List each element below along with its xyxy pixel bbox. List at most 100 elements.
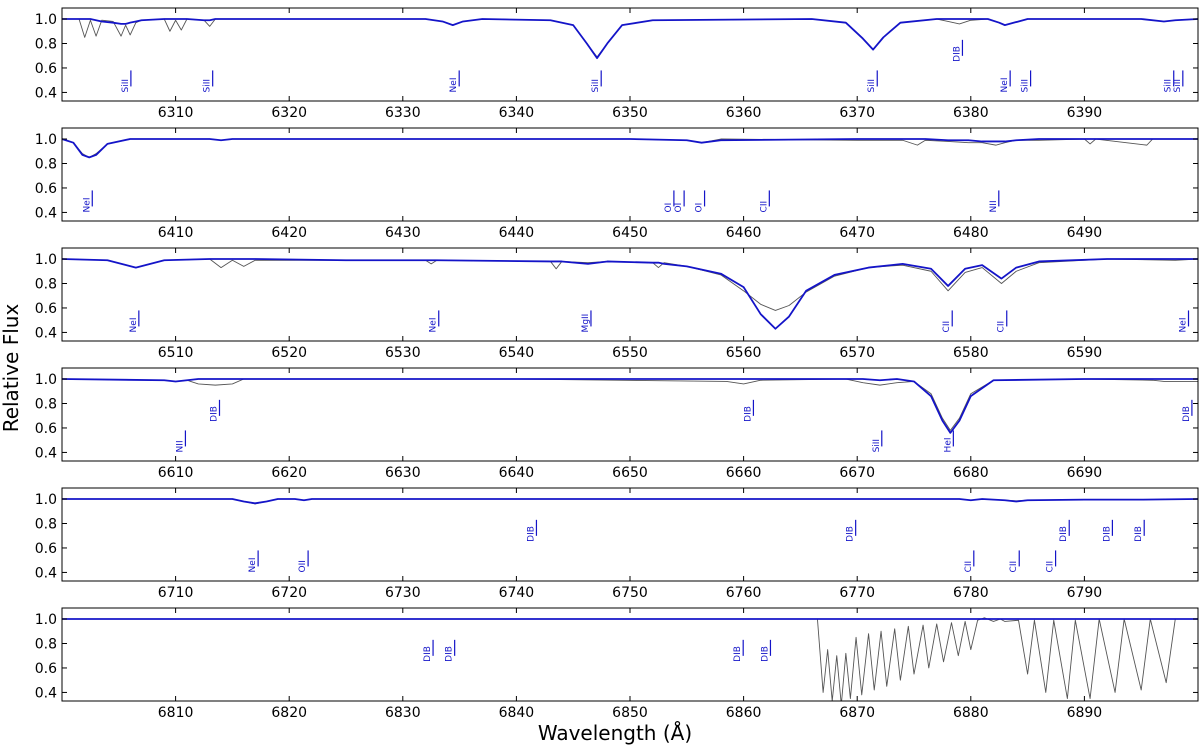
annotation: DIB [526,526,536,542]
plot-area [62,258,1198,330]
panel: 0.4 0.6 0.8 1.0 6810 6820 6830 6840 6850 6860 6870… [35,607,1199,721]
x-tick-label: 6580 [953,345,989,361]
x-tick-label: 6840 [499,705,535,721]
y-tick-label: 0.4 [35,565,57,581]
panel-frame [61,487,1199,582]
x-tick-label: 6420 [271,225,307,241]
x-tick-label: 6510 [158,345,194,361]
annotation: NeI [1000,77,1010,92]
x-tick-label: 6640 [499,465,535,481]
annotation: CII [759,201,769,213]
x-tick-label: 6610 [158,465,194,481]
x-tick-label: 6750 [612,585,648,601]
x-tick-label: 6810 [158,705,194,721]
y-tick-label: 1.0 [35,612,57,628]
y-tick-label: 0.8 [35,276,57,292]
x-tick-label: 6480 [953,225,989,241]
annotation: OI [695,203,705,213]
y-tick-label: 0.4 [35,685,57,701]
x-tick-label: 6530 [385,345,421,361]
x-tick-label: 6370 [839,105,875,121]
x-tick-label: 6710 [158,585,194,601]
y-tick-label: 1.0 [35,252,57,268]
panel-frame [61,367,1199,462]
plot-area [62,378,1198,434]
y-tick-label: 1.0 [35,372,57,388]
annotation: HeI [943,437,953,452]
x-tick-label: 6790 [1067,585,1103,601]
x-tick-label: 6770 [839,585,875,601]
panel: 0.4 0.6 0.8 1.0 6510 6520 6530 6540 6550 6560 6570… [35,247,1199,361]
x-tick-label: 6460 [726,225,762,241]
annotation: SiII [203,79,213,93]
x-tick-label: 6360 [726,105,762,121]
annotation: SiII [867,79,877,93]
annotation: SiII [1021,79,1031,93]
x-tick-label: 6430 [385,225,421,241]
annotation: DIB [1182,406,1192,422]
x-tick-label: 6760 [726,585,762,601]
x-tick-label: 6550 [612,345,648,361]
x-tick-label: 6350 [612,105,648,121]
plot-area [62,617,1198,701]
x-tick-label: 6680 [953,465,989,481]
x-tick-label: 6820 [271,705,307,721]
x-tick-label: 6630 [385,465,421,481]
x-tick-label: 6390 [1067,105,1103,121]
x-tick-label: 6730 [385,585,421,601]
annotation: NeI [248,557,258,572]
x-tick-label: 6450 [612,225,648,241]
x-tick-label: 6780 [953,585,989,601]
y-axis-label: Relative Flux [0,304,23,433]
x-tick-label: 6690 [1067,465,1103,481]
y-tick-label: 0.4 [35,445,57,461]
x-tick-label: 6570 [839,345,875,361]
annotation: NII [175,440,185,452]
panel: 0.4 0.6 0.8 1.0 6310 6320 6330 6340 6350 6360 6370… [35,7,1199,121]
x-tick-label: 6670 [839,465,875,481]
x-tick-label: 6440 [499,225,535,241]
annotation: SiII [591,79,601,93]
annotation: CII [997,321,1007,333]
x-tick-label: 6410 [158,225,194,241]
y-tick-label: 0.6 [35,301,57,317]
annotation: DIB [423,646,433,662]
x-tick-label: 6870 [839,705,875,721]
annotation: NeI [449,77,459,92]
annotation: SiII [1173,79,1183,93]
panel: 0.4 0.6 0.8 1.0 6710 6720 6730 6740 6750 6760 6770… [35,487,1199,601]
x-tick-label: 6650 [612,465,648,481]
annotation: DIB [209,406,219,422]
annotation: DIB [846,526,856,542]
annotation: CII [942,321,952,333]
annotation: DIB [1059,526,1069,542]
y-tick-label: 0.6 [35,541,57,557]
y-tick-label: 0.6 [35,421,57,437]
spectrum-line [62,258,1198,311]
plot-area [62,18,1198,60]
panel-frame [61,127,1199,222]
annotation: DIB [760,646,770,662]
y-tick-label: 0.8 [35,396,57,412]
x-tick-label: 6620 [271,465,307,481]
spectrum-line [62,498,1198,505]
annotation: DIB [445,646,455,662]
panel: 0.4 0.6 0.8 1.0 6410 6420 6430 6440 6450 6460 6470… [35,127,1199,241]
x-tick-label: 6850 [612,705,648,721]
plot-area [62,498,1198,505]
spectrum-line [62,378,1198,431]
y-tick-label: 1.0 [35,492,57,508]
annotation: DIB [1102,526,1112,542]
annotation: CII [1009,561,1019,573]
y-tick-label: 0.8 [35,156,57,172]
x-tick-label: 6320 [271,105,307,121]
spectrum-line [62,258,1198,330]
plot-area [62,138,1198,159]
annotation: DIB [1134,526,1144,542]
annotation: DIB [733,646,743,662]
panel: 0.4 0.6 0.8 1.0 6610 6620 6630 6640 6650 6660 6670… [35,367,1199,481]
annotation: CII [1046,561,1056,573]
x-tick-label: 6740 [499,585,535,601]
x-tick-label: 6380 [953,105,989,121]
